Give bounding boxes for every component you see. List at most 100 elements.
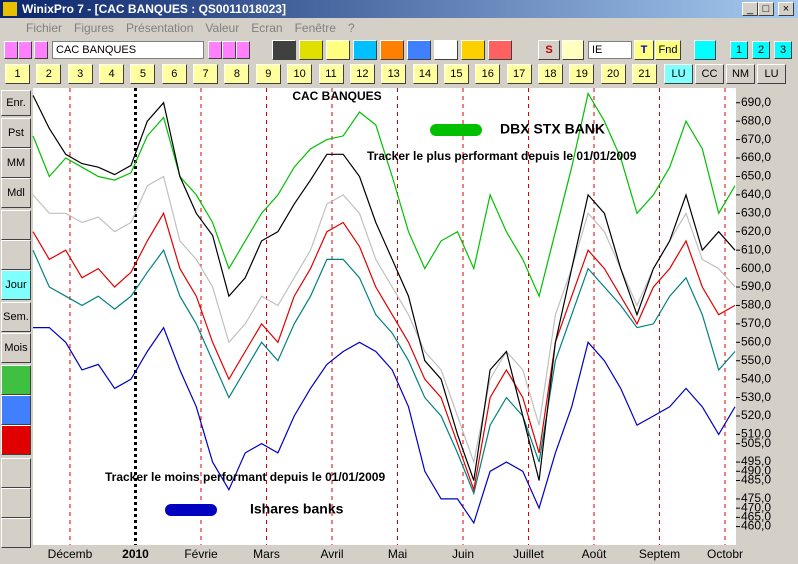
period-button[interactable]: 13	[381, 64, 407, 84]
y-tick-label: 520,0	[741, 408, 771, 422]
tool-icon[interactable]	[1, 210, 31, 240]
period-button[interactable]: 18	[537, 64, 563, 84]
series-line	[33, 326, 736, 525]
menu-item[interactable]: ?	[347, 21, 355, 35]
tool-icon[interactable]	[488, 40, 512, 60]
sidebar-button[interactable]: Pst	[1, 118, 31, 148]
period-button[interactable]: 14	[412, 64, 438, 84]
period-button[interactable]: 8	[224, 64, 250, 84]
y-tick-label: 630,0	[741, 205, 771, 219]
x-tick-label: Août	[582, 547, 607, 561]
tool-icon[interactable]	[1, 458, 31, 488]
nav-button[interactable]	[18, 41, 32, 59]
x-tick-label: Févrie	[184, 547, 218, 561]
layout-button[interactable]: 2	[752, 41, 770, 59]
maximize[interactable]: □	[758, 2, 774, 16]
period-button[interactable]: 21	[632, 64, 657, 84]
tool-icon[interactable]	[353, 40, 377, 60]
tool-icon[interactable]	[272, 40, 296, 60]
y-tick-label: 495,0	[741, 454, 771, 468]
tool-icon[interactable]	[461, 40, 485, 60]
chart-title: CAC BANQUES	[292, 89, 381, 103]
tool-icon[interactable]	[407, 40, 431, 60]
sidebar-button[interactable]: Mdl	[1, 178, 31, 208]
x-axis-band	[33, 545, 798, 564]
nav-button[interactable]	[4, 41, 18, 59]
text-button[interactable]: T	[634, 40, 654, 60]
period-button[interactable]: 6	[161, 64, 187, 84]
period-button[interactable]: 20	[600, 64, 626, 84]
mode-button[interactable]: LU	[664, 64, 693, 84]
menu-item[interactable]: Fenêtre	[294, 21, 336, 35]
y-tick-label: 660,0	[741, 150, 771, 164]
tool-icon[interactable]	[562, 40, 584, 60]
period-button[interactable]: 1	[5, 64, 30, 84]
period-button[interactable]: 4	[99, 64, 125, 84]
tool-icon[interactable]	[1, 395, 31, 425]
security-select[interactable]: CAC BANQUES	[52, 41, 204, 59]
x-tick-label: Juillet	[513, 547, 544, 561]
period-button[interactable]: 11	[318, 64, 344, 84]
period-button[interactable]: 15	[443, 64, 469, 84]
nav-button[interactable]	[208, 41, 222, 59]
sidebar-button[interactable]: Jour	[1, 270, 31, 300]
sidebar: Enr. Pst MM Mdl Jour Sem. Mois	[0, 88, 32, 548]
mode-button[interactable]: CC	[695, 64, 724, 84]
minimize[interactable]: _	[742, 2, 758, 16]
menu-item[interactable]: Valeur	[205, 21, 240, 35]
y-tick-label: 560,0	[741, 334, 771, 348]
menu-item[interactable]: Fichier	[26, 21, 63, 35]
market-select[interactable]: IE	[588, 41, 632, 59]
menu-item[interactable]: Ecran	[251, 21, 283, 35]
sidebar-button[interactable]: MM	[1, 148, 31, 178]
tool-icon[interactable]	[1, 488, 31, 518]
tool-icon[interactable]	[326, 40, 350, 60]
series-line	[32, 95, 736, 481]
period-button[interactable]: 5	[130, 64, 156, 84]
menu-item[interactable]: Figures	[74, 21, 115, 35]
close[interactable]: ×	[778, 2, 794, 16]
menu-bar: Fichier Figures Présentation Valeur Ecran Fen…	[0, 18, 798, 38]
period-button[interactable]: 7	[193, 64, 219, 84]
find-button[interactable]: Fnd	[655, 40, 681, 60]
mode-button[interactable]: NM	[726, 64, 755, 84]
tool-icon[interactable]	[299, 40, 323, 60]
period-button[interactable]: 10	[287, 64, 313, 84]
y-tick-label: 600,0	[741, 261, 771, 275]
y-tick-label: 465,0	[741, 510, 771, 524]
nav-button[interactable]	[236, 41, 250, 59]
nav-button[interactable]	[222, 41, 236, 59]
x-tick-label: Avril	[320, 547, 343, 561]
tool-icon[interactable]	[434, 40, 458, 60]
app-icon	[3, 2, 17, 16]
tool-icon[interactable]	[1, 518, 31, 548]
sidebar-button[interactable]: Enr.	[1, 90, 31, 116]
s-button[interactable]: S	[538, 40, 560, 60]
sidebar-button[interactable]: Mois	[1, 333, 31, 363]
y-tick-label: 550,0	[741, 353, 771, 367]
mode-button[interactable]: LU	[757, 64, 786, 84]
period-button[interactable]: 19	[569, 64, 595, 84]
period-button[interactable]: 16	[475, 64, 501, 84]
tool-icon[interactable]	[1, 240, 31, 270]
layout-button[interactable]: 1	[730, 41, 748, 59]
series-line	[32, 248, 736, 496]
legend-swatch	[165, 504, 217, 516]
legend-label: Ishares banks	[250, 501, 344, 517]
layout-button[interactable]: 3	[774, 41, 792, 59]
period-button[interactable]: 17	[506, 64, 532, 84]
tool-icon[interactable]	[694, 40, 716, 60]
period-button[interactable]: 3	[67, 64, 93, 84]
y-tick-label: 650,0	[741, 169, 771, 183]
tool-icon[interactable]	[1, 365, 31, 395]
tool-icon[interactable]	[380, 40, 404, 60]
menu-item[interactable]: Présentation	[126, 21, 194, 35]
period-button[interactable]: 9	[255, 64, 281, 84]
nav-button[interactable]	[34, 41, 48, 59]
y-tick-label: 475,0	[741, 491, 771, 505]
period-bar: 1 2 3 4 5 6 7 8 9 10 11 12 13 14 15 16 17 18 19 20 21 LU CC NM L…	[0, 62, 798, 86]
period-button[interactable]: 12	[349, 64, 375, 84]
period-button[interactable]: 2	[36, 64, 62, 84]
tool-icon[interactable]	[1, 425, 31, 455]
sidebar-button[interactable]: Sem.	[1, 302, 31, 332]
